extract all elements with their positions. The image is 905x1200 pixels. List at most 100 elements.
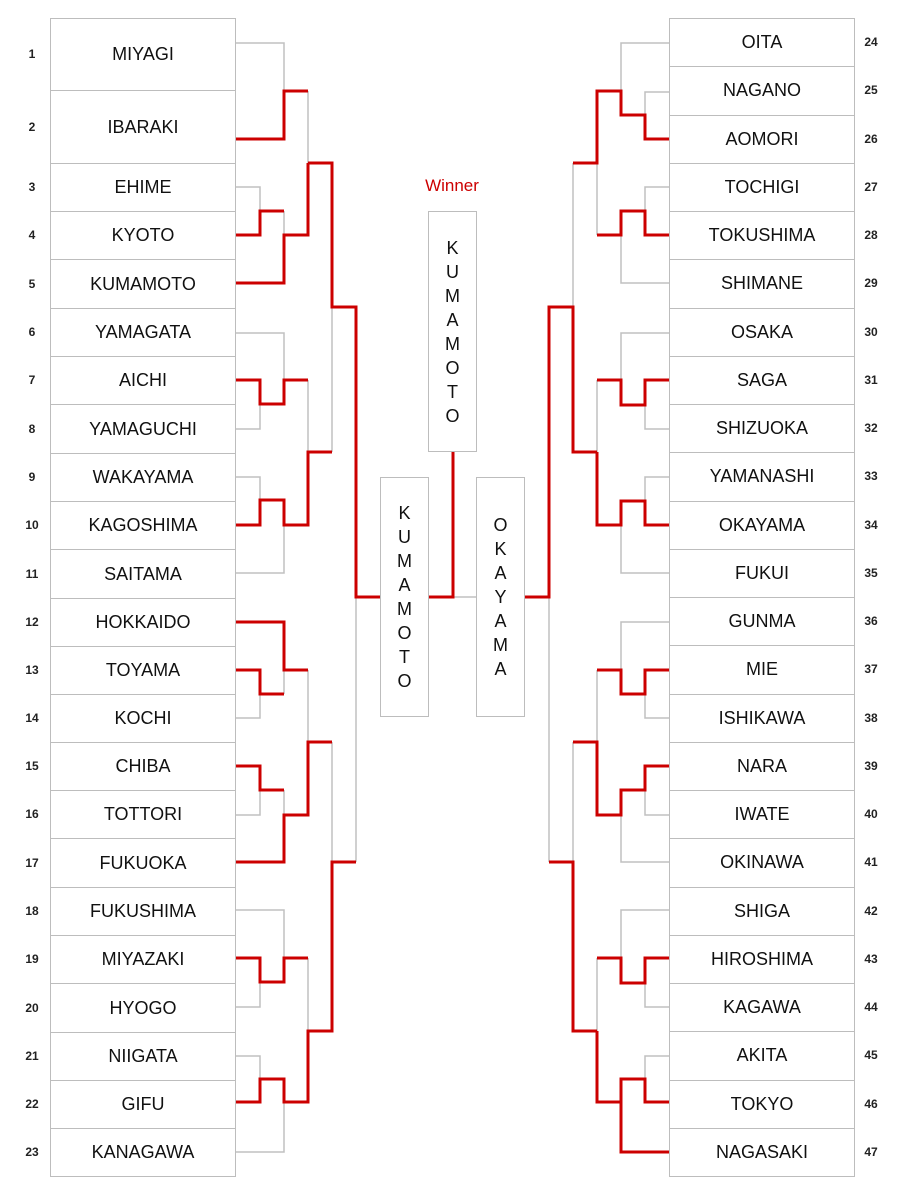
winning-path-line bbox=[573, 740, 669, 817]
letter: A bbox=[494, 611, 507, 631]
winning-path-line bbox=[549, 860, 597, 1033]
winning-path-line bbox=[597, 209, 669, 237]
team-box: SHIMANE bbox=[669, 259, 855, 309]
seed-number: 39 bbox=[864, 758, 878, 773]
bracket-line bbox=[620, 621, 669, 670]
winning-path-line bbox=[236, 209, 284, 237]
bracket-line bbox=[620, 525, 669, 574]
team-box: KAGAWA bbox=[669, 983, 855, 1033]
team-box: AICHI bbox=[50, 356, 236, 405]
seed-number: 10 bbox=[25, 518, 39, 532]
seed-number: 42 bbox=[864, 903, 878, 918]
winner-label: Winner bbox=[425, 176, 479, 195]
team-box: KYOTO bbox=[50, 211, 236, 260]
bracket-line bbox=[620, 815, 669, 863]
seed-number: 21 bbox=[25, 1049, 39, 1063]
team-box: FUKUSHIMA bbox=[50, 887, 236, 936]
team-box: HOKKAIDO bbox=[50, 598, 236, 647]
seed-number: 4 bbox=[28, 228, 36, 242]
team-box: NIIGATA bbox=[50, 1032, 236, 1081]
team-box: OSAKA bbox=[669, 307, 855, 357]
team-box: NARA bbox=[669, 741, 855, 791]
bracket-line bbox=[644, 694, 669, 719]
team-box: MIYAZAKI bbox=[50, 935, 236, 984]
letter: K bbox=[494, 539, 507, 559]
seed-number: 26 bbox=[864, 131, 878, 146]
seed-number: 19 bbox=[25, 952, 39, 966]
winning-path-line bbox=[525, 305, 597, 599]
seed-number: 8 bbox=[28, 421, 36, 436]
seed-number: 37 bbox=[864, 662, 878, 677]
letter: A bbox=[494, 563, 507, 583]
team-box: TOYAMA bbox=[50, 646, 236, 695]
winning-path-line bbox=[236, 89, 308, 141]
seed-number: 38 bbox=[864, 710, 878, 725]
team-box: HYOGO bbox=[50, 983, 236, 1033]
team-box: NAGASAKI bbox=[669, 1127, 855, 1177]
seed-number: 30 bbox=[864, 324, 878, 339]
team-box: YAMAGUCHI bbox=[50, 404, 236, 454]
winning-path-line bbox=[428, 452, 455, 599]
team-box: ISHIKAWA bbox=[669, 693, 855, 743]
seed-number: 23 bbox=[25, 1145, 39, 1159]
letter: M bbox=[397, 551, 412, 571]
team-box: WAKAYAMA bbox=[50, 453, 236, 502]
winning-path-line bbox=[236, 740, 332, 864]
team-box: NAGANO bbox=[669, 66, 855, 116]
seed-number: 36 bbox=[864, 614, 878, 629]
team-box: CHIBA bbox=[50, 742, 236, 791]
bracket-line bbox=[236, 403, 261, 430]
bracket-line bbox=[644, 1055, 669, 1079]
bracket-line bbox=[236, 982, 261, 1008]
seed-number: 44 bbox=[864, 1000, 878, 1015]
seed-number: 28 bbox=[864, 228, 878, 243]
team-box: OKINAWA bbox=[669, 838, 855, 888]
letter: T bbox=[447, 381, 458, 402]
letter: O bbox=[493, 515, 508, 535]
letter: M bbox=[397, 599, 412, 619]
winning-path-line bbox=[597, 956, 669, 985]
team-box: TOKUSHIMA bbox=[669, 211, 855, 261]
team-box: TOTTORI bbox=[50, 790, 236, 839]
bracket-line bbox=[620, 235, 669, 284]
seed-number: 15 bbox=[25, 759, 39, 773]
bracket-line bbox=[644, 983, 669, 1008]
seed-number: 43 bbox=[864, 951, 878, 966]
bracket-line bbox=[236, 1055, 261, 1079]
team-box: YAMAGATA bbox=[50, 308, 236, 357]
team-box: EHIME bbox=[50, 163, 236, 212]
winning-path-line bbox=[597, 378, 669, 407]
team-box: TOKYO bbox=[669, 1079, 855, 1129]
team-box: KAGOSHIMA bbox=[50, 501, 236, 550]
seed-number: 25 bbox=[864, 83, 878, 98]
letter: O bbox=[397, 671, 412, 691]
team-box: YAMANASHI bbox=[669, 452, 855, 502]
bracket-line bbox=[236, 790, 261, 816]
team-box: KANAGAWA bbox=[50, 1128, 236, 1177]
seed-number: 11 bbox=[25, 566, 39, 581]
winning-path-line bbox=[236, 668, 284, 696]
team-box: FUKUOKA bbox=[50, 838, 236, 888]
bracket-line bbox=[236, 1102, 285, 1153]
bracket-line bbox=[620, 909, 669, 958]
winning-path-line bbox=[236, 956, 308, 984]
bracket-line bbox=[236, 694, 261, 719]
bracket-line bbox=[236, 332, 285, 380]
seed-number: 5 bbox=[28, 276, 36, 291]
bracket-line bbox=[644, 186, 669, 211]
seed-number: 46 bbox=[864, 1096, 878, 1111]
team-box: SAITAMA bbox=[50, 549, 236, 599]
bracket-line bbox=[644, 790, 669, 816]
seed-number: 14 bbox=[25, 711, 39, 725]
letter: O bbox=[445, 405, 460, 426]
seed-number: 45 bbox=[864, 1048, 878, 1063]
seed-number: 27 bbox=[864, 179, 878, 194]
letter: O bbox=[397, 623, 412, 643]
team-box: MIYAGI bbox=[50, 18, 236, 91]
seed-number: 1 bbox=[28, 47, 36, 61]
